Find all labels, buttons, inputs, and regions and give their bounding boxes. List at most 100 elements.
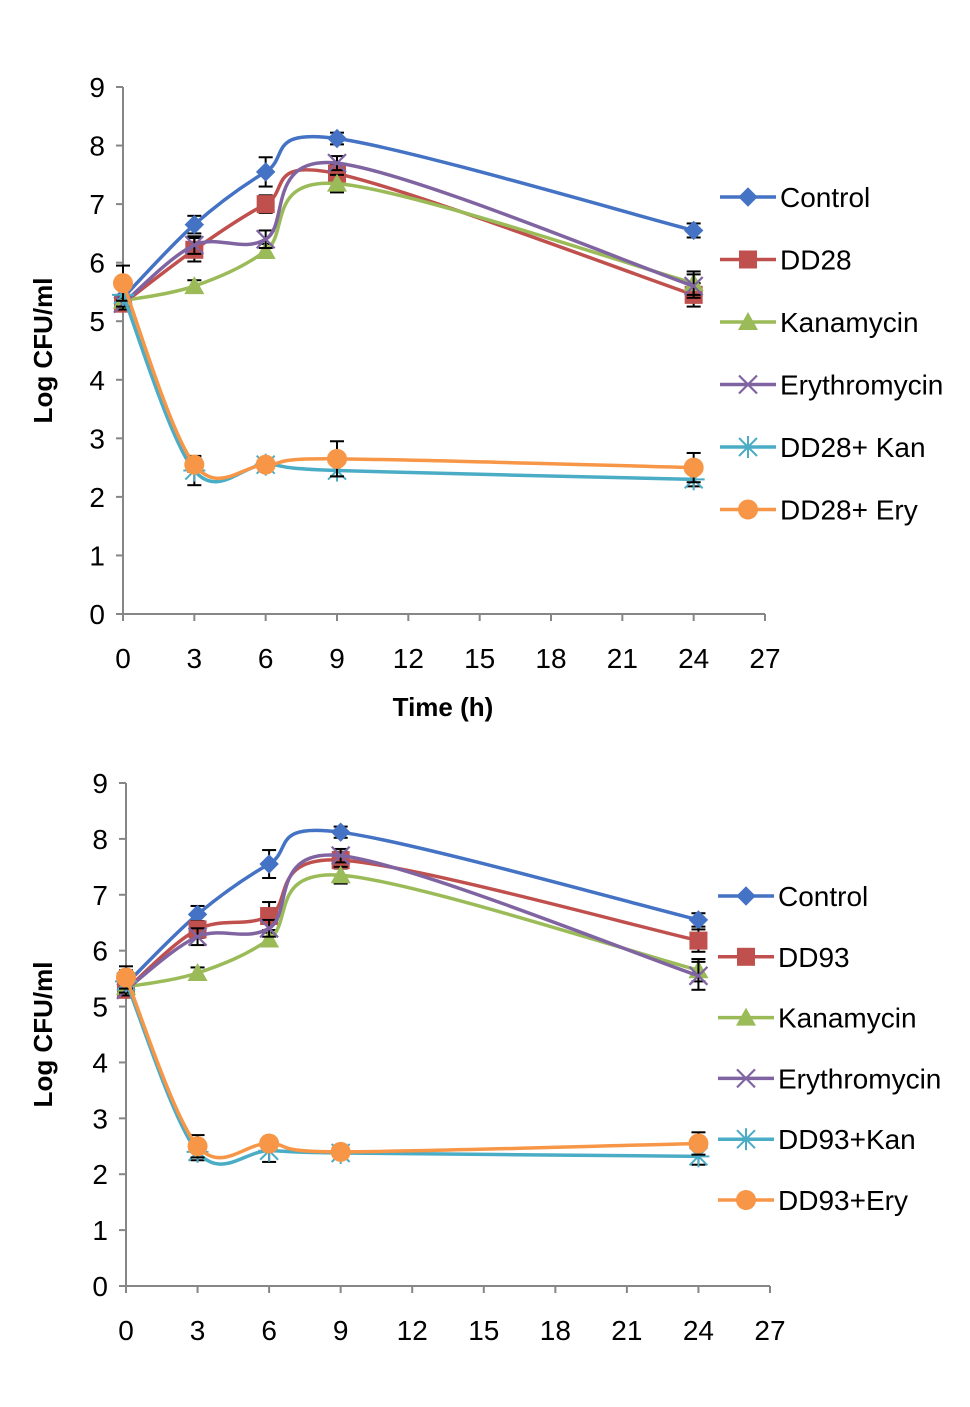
legend-label: Control <box>778 881 868 912</box>
series-line <box>124 858 699 992</box>
data-point <box>327 153 347 173</box>
x-tick-label: 18 <box>535 643 566 674</box>
legend-label: DD28 <box>780 245 852 276</box>
x-tick-label: 27 <box>749 643 780 674</box>
data-point <box>327 448 347 469</box>
y-tick-label: 3 <box>89 423 105 454</box>
x-tick-label: 6 <box>258 643 274 674</box>
data-point <box>116 967 136 988</box>
legend-item: DD93+Kan <box>718 1124 916 1155</box>
data-point <box>187 963 208 982</box>
series-line <box>124 976 699 1160</box>
legend-marker <box>736 886 756 906</box>
series-erythromycin <box>113 153 704 314</box>
data-point <box>255 229 276 250</box>
data-point <box>330 865 351 884</box>
legend-item: Erythromycin <box>718 1063 941 1094</box>
series-line <box>124 980 699 1166</box>
legend-item: Erythromycin <box>720 370 943 401</box>
data-point <box>327 128 347 149</box>
x-axis-title: Time (h) <box>393 692 494 722</box>
series-line <box>125 873 699 989</box>
data-point <box>689 931 708 950</box>
data-point <box>683 457 704 478</box>
x-tick-label: 0 <box>118 1315 134 1346</box>
legend-label: DD28+ Ery <box>780 495 918 526</box>
legend-marker <box>736 1068 756 1089</box>
legend-marker <box>735 1128 757 1151</box>
series-control <box>113 128 704 308</box>
data-point <box>184 276 205 295</box>
y-tick-label: 6 <box>92 936 108 967</box>
legend-item: Control <box>720 182 870 213</box>
data-point <box>184 454 205 475</box>
series-line <box>121 294 694 484</box>
data-point <box>187 1136 208 1157</box>
legend-marker <box>736 1190 756 1210</box>
legend-label: Kanamycin <box>778 1003 917 1034</box>
legend-item: Control <box>718 881 868 912</box>
data-point <box>255 454 276 475</box>
legend-marker <box>738 312 758 330</box>
series-control <box>116 822 709 994</box>
y-tick-label: 1 <box>89 540 105 571</box>
legend-label: Control <box>780 182 870 213</box>
legend-item: DD28+ Ery <box>720 495 918 526</box>
series-line <box>121 282 694 480</box>
x-tick-label: 0 <box>115 643 131 674</box>
x-tick-label: 9 <box>329 643 345 674</box>
data-point <box>259 929 280 948</box>
x-tick-label: 15 <box>464 643 495 674</box>
x-tick-label: 21 <box>607 643 638 674</box>
legend-item: Kanamycin <box>718 1003 917 1034</box>
data-point <box>255 240 276 259</box>
data-point <box>184 214 205 235</box>
series-line <box>121 134 695 300</box>
legend-item: DD93 <box>718 942 850 973</box>
y-axis-title: Log CFU/ml <box>28 962 58 1108</box>
y-tick-label: 3 <box>92 1103 108 1134</box>
x-tick-label: 27 <box>754 1315 785 1346</box>
series-line <box>121 160 695 306</box>
series-line <box>121 168 695 306</box>
series-dd93-kan <box>115 969 710 1168</box>
legend-marker <box>737 947 755 966</box>
legend-label: Erythromycin <box>780 370 943 401</box>
legend-label: DD28+ Kan <box>780 432 926 463</box>
legend-label: DD93+Kan <box>778 1124 916 1155</box>
legend-marker <box>738 187 758 207</box>
x-tick-label: 12 <box>393 643 424 674</box>
legend-label: DD93 <box>778 942 850 973</box>
y-tick-label: 7 <box>89 189 105 220</box>
y-tick-label: 9 <box>92 768 108 799</box>
data-point <box>255 162 276 182</box>
data-point <box>187 926 208 947</box>
data-point <box>259 854 279 874</box>
x-tick-label: 24 <box>678 643 709 674</box>
y-tick-label: 0 <box>89 599 105 630</box>
data-point <box>688 1133 709 1154</box>
x-tick-label: 15 <box>468 1315 499 1346</box>
x-tick-label: 12 <box>397 1315 428 1346</box>
data-point <box>256 195 275 214</box>
x-tick-label: 3 <box>190 1315 206 1346</box>
data-point <box>184 235 205 255</box>
y-tick-label: 4 <box>89 365 105 396</box>
data-point <box>330 1141 351 1162</box>
data-point <box>330 822 351 842</box>
data-point <box>683 276 704 296</box>
y-tick-label: 7 <box>92 880 108 911</box>
data-point <box>259 1133 280 1154</box>
legend-marker <box>736 1007 756 1026</box>
data-point <box>113 273 133 294</box>
data-point <box>327 173 347 192</box>
y-tick-label: 0 <box>92 1271 108 1302</box>
legend-label: DD93+Ery <box>778 1185 908 1216</box>
series-line <box>124 828 699 986</box>
legend-marker <box>737 436 759 458</box>
x-tick-label: 9 <box>333 1315 349 1346</box>
data-point <box>688 966 709 986</box>
x-tick-label: 21 <box>611 1315 642 1346</box>
x-tick-label: 3 <box>187 643 203 674</box>
